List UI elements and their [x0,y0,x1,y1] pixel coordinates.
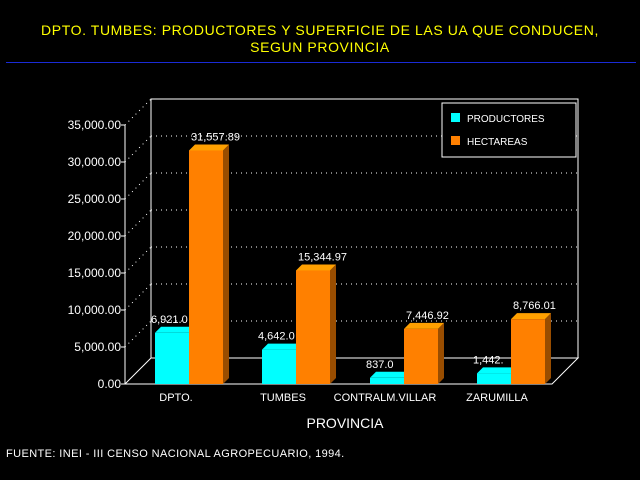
legend-swatch-hectareas [451,136,460,145]
source-note: FUENTE: INEI - III CENSO NACIONAL AGROPE… [6,448,345,460]
data-label-hectareas: 7,446.92 [406,310,449,322]
bar-top-productores [155,326,195,333]
bar-hectareas [189,150,223,384]
gridline-side [124,98,152,126]
bar-productores [370,377,404,384]
x-axis-title: PROVINCIA [306,415,384,431]
legend-label-hectareas: HECTAREAS [467,137,528,148]
legend-box [441,102,577,158]
data-label-productores: 1,442. [473,354,504,366]
y-tick-label: 20,000.00 [68,229,122,243]
bar-hectareas [404,328,438,384]
chart-legend: PRODUCTORES HECTAREAS [441,102,577,158]
bar-productores [477,373,511,384]
y-tick-label: 10,000.00 [68,303,122,317]
x-tick-label: CONTRALM.VILLAR [334,392,437,404]
y-tick-label: 30,000.00 [68,155,122,169]
data-label-hectareas: 15,344.97 [298,251,347,263]
y-tick-label: 5,000.00 [74,340,121,354]
data-label-productores: 4,642.0 [258,331,295,343]
bar-productores [262,349,296,384]
data-label-hectareas: 31,557.89 [191,131,240,143]
y-axis-tick-labels: 0.00 5,000.00 10,000.00 15,000.00 20,000.00 2… [68,118,125,391]
x-tick-label: TUMBES [260,392,306,404]
y-tick-label: 15,000.00 [68,266,122,280]
bar-top-hectareas [189,144,229,151]
x-tick-label: ZARUMILLA [466,392,528,404]
bar-hectareas [296,270,330,384]
legend-label-productores: PRODUCTORES [467,114,545,125]
gridline-side [124,283,152,311]
y-tick-label: 0.00 [98,377,122,391]
data-label-productores: 6,921.0 [151,314,188,326]
gridline-side [124,172,152,200]
x-axis-tick-labels: DPTO. TUMBES CONTRALM.VILLAR ZARUMILLA [159,392,528,404]
gridline-side [124,135,152,163]
bar-top-productores [370,371,410,378]
y-tick-label: 25,000.00 [68,192,122,206]
bar-top-productores [262,343,302,350]
bar-side-hectareas [330,264,336,384]
x-tick-label: DPTO. [159,392,192,404]
bar-top-productores [477,367,517,374]
gridline-side [124,209,152,237]
bar-side-hectareas [545,313,551,384]
bar-side-hectareas [223,144,229,384]
bar-productores [155,332,189,384]
data-label-productores: 837.0 [366,359,394,371]
bar-top-hectareas [404,322,444,329]
title-underline [6,62,636,63]
legend-swatch-productores [451,113,460,122]
bar-hectareas [511,319,545,384]
gridline-side [124,320,152,348]
bar-side-hectareas [438,322,444,384]
chart-data-labels: 6,921.0 31,557.89 4,642.0 15,344.97 837.0 7,4… [151,131,556,370]
chart-bars [155,144,551,384]
chart-title-line-1: DPTO. TUMBES: PRODUCTORES Y SUPERFICIE D… [41,22,599,38]
chart-title-line-2: SEGUN PROVINCIA [250,39,390,55]
data-label-hectareas: 8,766.01 [513,300,556,312]
gridline-side [124,246,152,274]
bar-top-hectareas [296,264,336,271]
bar-top-hectareas [511,313,551,320]
y-tick-label: 35,000.00 [68,118,122,132]
